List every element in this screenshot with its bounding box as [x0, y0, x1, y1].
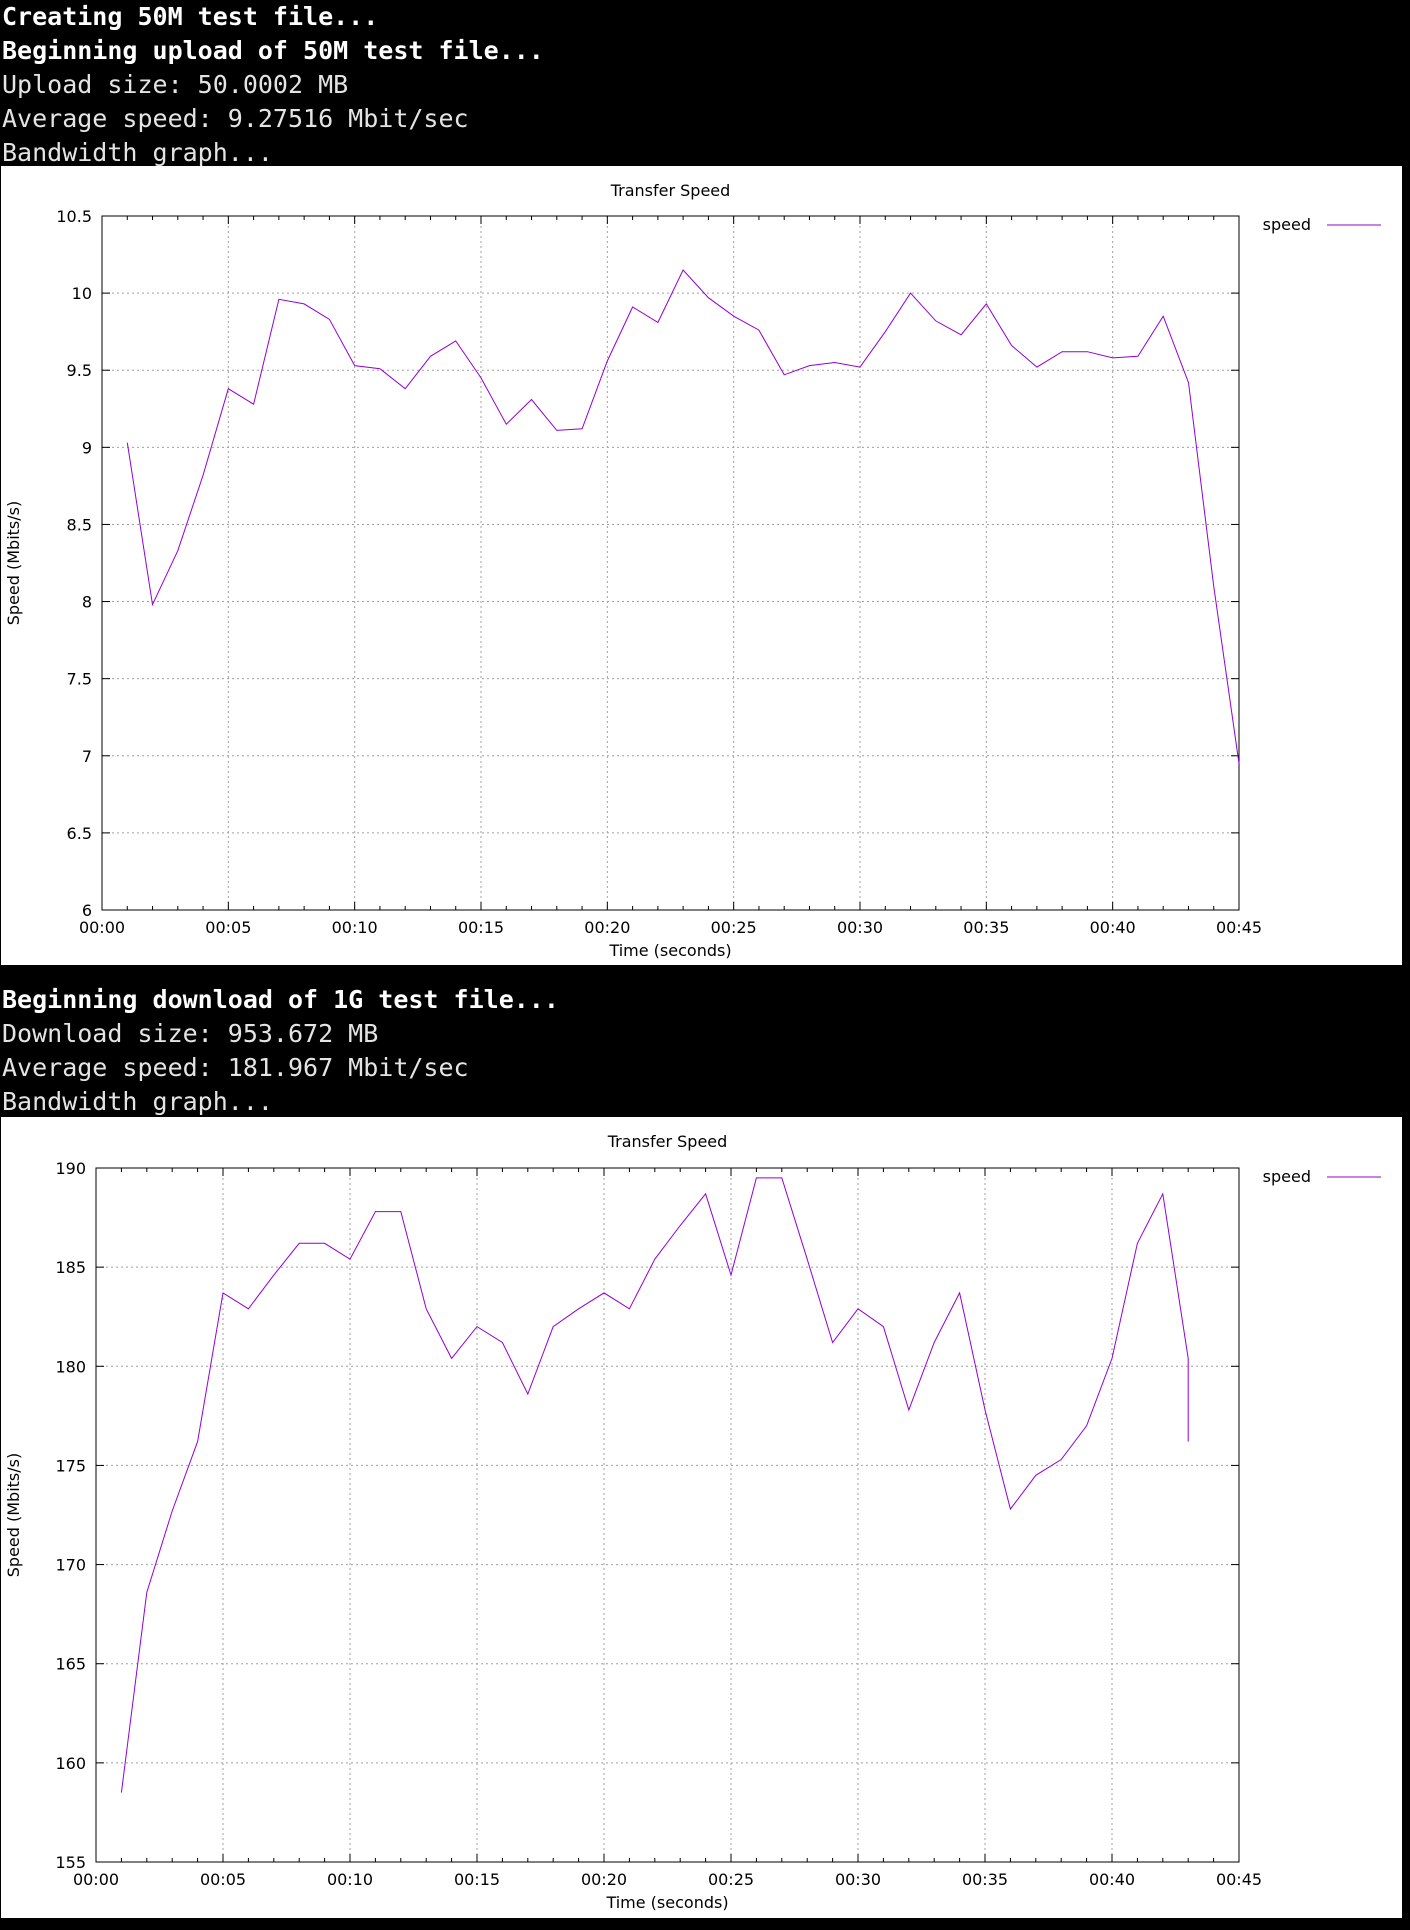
terminal-line: Bandwidth graph... — [2, 1087, 273, 1116]
x-tick-label: 00:45 — [1216, 918, 1262, 937]
legend-label: speed — [1263, 215, 1311, 234]
y-tick-label: 160 — [55, 1754, 86, 1773]
legend-label: speed — [1263, 1167, 1311, 1186]
plot-frame — [95, 1167, 1240, 1863]
x-tick-label: 00:35 — [962, 1870, 1008, 1889]
y-tick-label: 8 — [82, 593, 92, 612]
terminal-line: Beginning download of 1G test file... — [2, 985, 559, 1014]
y-tick-label: 6.5 — [67, 824, 92, 843]
x-tick-label: 00:20 — [584, 918, 630, 937]
x-tick-label: 00:40 — [1090, 918, 1136, 937]
y-tick-label: 6 — [82, 901, 92, 920]
x-tick-label: 00:00 — [79, 918, 125, 937]
chart-title: Transfer Speed — [610, 181, 731, 200]
y-axis-label: Speed (Mbits/s) — [4, 501, 23, 625]
terminal-line: Upload size: 50.0002 MB — [2, 70, 349, 99]
x-tick-label: 00:00 — [73, 1870, 119, 1889]
x-tick-label: 00:10 — [327, 1870, 373, 1889]
upload-bandwidth-graph: 00:00 00:05 00:10 00:15 00:20 00:25 00:30 00:35… — [1, 166, 1402, 965]
y-tick-label: 9.5 — [67, 361, 92, 380]
y-tick-label: 185 — [55, 1258, 86, 1277]
terminal-line: Beginning upload of 50M test file... — [2, 36, 544, 65]
chart-title: Transfer Speed — [607, 1132, 728, 1151]
x-tick-label: 00:40 — [1089, 1870, 1135, 1889]
y-tick-label: 10 — [72, 284, 92, 303]
y-tick-label: 180 — [55, 1357, 86, 1376]
download-chart: 00:00 00:05 00:10 00:15 00:20 00:25 00:30 00:35… — [4, 1132, 1381, 1912]
x-tick-label: 00:25 — [711, 918, 757, 937]
y-tick-label: 155 — [55, 1853, 86, 1872]
terminal-line: Average speed: 181.967 Mbit/sec — [2, 1053, 469, 1082]
y-tick-label: 7 — [82, 747, 92, 766]
y-tick-label: 190 — [55, 1159, 86, 1178]
y-tick-label: 175 — [55, 1456, 86, 1475]
x-axis-label: Time (seconds) — [605, 1893, 728, 1912]
upload-chart: 00:00 00:05 00:10 00:15 00:20 00:25 00:30 00:35… — [4, 181, 1381, 960]
x-tick-label: 00:30 — [837, 918, 883, 937]
series-line-speed — [120, 1177, 1189, 1793]
terminal-line: Download size: 953.672 MB — [2, 1019, 379, 1048]
y-tick-label: 10.5 — [56, 207, 92, 226]
x-axis-label: Time (seconds) — [608, 941, 731, 960]
y-tick-label: 8.5 — [67, 515, 92, 534]
x-tick-label: 00:05 — [200, 1870, 246, 1889]
terminal-line: Average speed: 9.27516 Mbit/sec — [2, 104, 469, 133]
y-tick-label: 9 — [82, 438, 92, 457]
x-tick-label: 00:15 — [458, 918, 504, 937]
x-tick-label: 00:45 — [1216, 1870, 1262, 1889]
x-tick-label: 00:30 — [835, 1870, 881, 1889]
download-bandwidth-graph: 00:00 00:05 00:10 00:15 00:20 00:25 00:30 00:35… — [1, 1117, 1402, 1918]
series-line-speed — [126, 269, 1240, 764]
terminal-line: Bandwidth graph... — [2, 138, 273, 167]
x-tick-label: 00:10 — [332, 918, 378, 937]
x-tick-label: 00:25 — [708, 1870, 754, 1889]
x-tick-label: 00:20 — [581, 1870, 627, 1889]
x-tick-label: 00:05 — [205, 918, 251, 937]
y-axis-label: Speed (Mbits/s) — [4, 1453, 23, 1577]
terminal-line: Creating 50M test file... — [2, 2, 379, 31]
y-tick-label: 165 — [55, 1655, 86, 1674]
plot-frame — [101, 215, 1240, 911]
y-tick-label: 170 — [55, 1556, 86, 1575]
x-tick-label: 00:35 — [963, 918, 1009, 937]
y-tick-label: 7.5 — [67, 670, 92, 689]
x-tick-label: 00:15 — [454, 1870, 500, 1889]
